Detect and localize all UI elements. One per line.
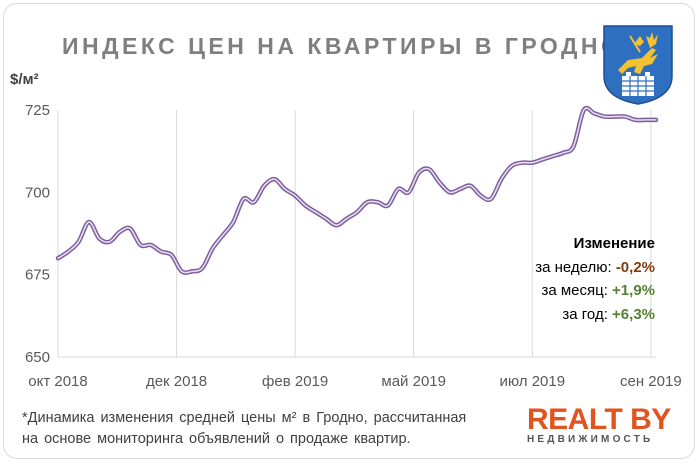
x-tick-label-1: дек 2018 [146, 373, 207, 390]
grodno-coat-of-arms-icon [603, 25, 673, 105]
change-year-row: за год: +6,3% [535, 303, 655, 327]
change-year-value: +6,3% [612, 305, 655, 323]
change-month-label: за месяц: [541, 282, 608, 299]
x-tick-label-4: июл 2019 [499, 373, 565, 390]
x-tick-label-2: фев 2019 [262, 373, 328, 390]
chart-frame [3, 3, 695, 459]
footnote: *Динамика изменения средней цены м² в Гр… [22, 408, 466, 450]
price-series-line-highlight [57, 107, 657, 274]
change-week-label: за неделю: [535, 258, 612, 276]
y-tick-label-3: 725 [25, 102, 50, 119]
footnote-line-1: *Динамика изменения средней цены м² в Гр… [22, 410, 467, 426]
x-tick-label-5: сен 2019 [620, 373, 682, 390]
change-week-value: -0,2% [615, 258, 655, 276]
y-tick-label-0: 650 [25, 349, 50, 366]
change-header: Изменение [573, 235, 655, 252]
y-tick-label-2: 700 [25, 184, 50, 201]
realt-by-logo: REALT BY НЕДВИЖИМОСТЬ [527, 403, 671, 455]
change-month-row: за месяц: +1,9% [535, 279, 655, 303]
change-month-value: +1,9% [612, 282, 655, 299]
logo-main-text: REALT BY [527, 403, 671, 436]
y-axis-unit: $/м² [10, 71, 39, 88]
footnote-line-2: на основе мониторинга объявлений о прода… [22, 431, 411, 447]
change-year-label: за год: [562, 305, 608, 323]
logo-sub-text: НЕДВИЖИМОСТЬ [527, 434, 654, 445]
change-week-row: за неделю: -0,2% [535, 256, 655, 280]
chart-title: ИНДЕКС ЦЕН НА КВАРТИРЫ В ГРОДНО [62, 33, 623, 59]
y-tick-label-1: 675 [25, 267, 50, 284]
x-tick-label-0: окт 2018 [28, 373, 87, 390]
x-tick-label-3: май 2019 [381, 373, 446, 390]
change-summary: Изменение за неделю: -0,2% за месяц: +1,… [535, 232, 655, 326]
